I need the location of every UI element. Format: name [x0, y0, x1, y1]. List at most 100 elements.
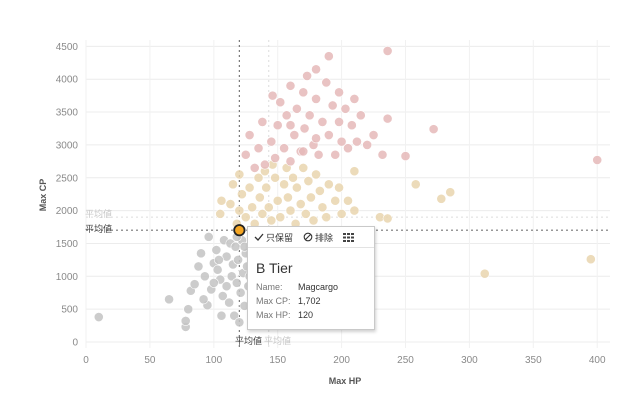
- data-point[interactable]: [288, 172, 298, 183]
- data-point[interactable]: [253, 172, 264, 183]
- data-point[interactable]: [270, 153, 281, 163]
- data-point[interactable]: [346, 120, 357, 131]
- data-point[interactable]: [349, 94, 360, 104]
- data-point[interactable]: [321, 212, 332, 223]
- data-point[interactable]: [330, 149, 341, 160]
- data-point[interactable]: [257, 208, 268, 219]
- data-point[interactable]: [321, 77, 332, 88]
- data-point[interactable]: [225, 199, 236, 209]
- data-point[interactable]: [377, 149, 388, 160]
- data-point[interactable]: [235, 287, 246, 298]
- data-point[interactable]: [267, 90, 278, 101]
- data-point[interactable]: [311, 64, 321, 75]
- data-point[interactable]: [279, 179, 289, 190]
- data-point[interactable]: [285, 156, 296, 167]
- data-point[interactable]: [193, 261, 204, 272]
- data-point[interactable]: [349, 205, 360, 216]
- data-point[interactable]: [261, 182, 272, 193]
- view-data-button[interactable]: [337, 232, 358, 242]
- data-point[interactable]: [428, 124, 439, 135]
- data-point[interactable]: [164, 294, 174, 305]
- data-point[interactable]: [266, 215, 277, 226]
- data-point[interactable]: [214, 254, 224, 265]
- selected-data-point[interactable]: [233, 224, 246, 237]
- data-point[interactable]: [343, 143, 353, 154]
- data-point[interactable]: [327, 100, 338, 111]
- data-point[interactable]: [93, 312, 104, 322]
- data-point[interactable]: [304, 110, 315, 121]
- data-point[interactable]: [382, 113, 393, 124]
- data-point[interactable]: [216, 310, 227, 321]
- data-point[interactable]: [260, 159, 270, 170]
- data-point[interactable]: [285, 205, 296, 216]
- data-point[interactable]: [311, 94, 321, 104]
- data-point[interactable]: [479, 268, 490, 279]
- data-point[interactable]: [253, 143, 264, 154]
- data-point[interactable]: [240, 212, 251, 223]
- data-point[interactable]: [298, 146, 309, 157]
- data-point[interactable]: [298, 87, 309, 98]
- data-point[interactable]: [215, 208, 226, 219]
- data-point[interactable]: [234, 205, 245, 216]
- data-point[interactable]: [189, 279, 200, 290]
- data-point[interactable]: [199, 271, 210, 282]
- data-point[interactable]: [272, 120, 283, 131]
- data-point[interactable]: [311, 133, 321, 144]
- data-point[interactable]: [263, 202, 274, 213]
- data-point[interactable]: [368, 130, 379, 140]
- data-point[interactable]: [247, 202, 258, 213]
- data-point[interactable]: [303, 176, 314, 186]
- exclude-button[interactable]: 排除: [297, 231, 337, 244]
- data-point[interactable]: [295, 199, 306, 209]
- data-point[interactable]: [585, 254, 596, 265]
- data-point[interactable]: [291, 182, 302, 193]
- data-point[interactable]: [226, 271, 237, 282]
- data-point[interactable]: [445, 187, 456, 198]
- data-point[interactable]: [382, 46, 393, 56]
- data-point[interactable]: [343, 195, 353, 206]
- data-point[interactable]: [254, 192, 265, 203]
- data-point[interactable]: [233, 254, 243, 265]
- data-point[interactable]: [216, 195, 227, 206]
- data-point[interactable]: [212, 264, 223, 275]
- data-point[interactable]: [334, 87, 344, 98]
- data-point[interactable]: [352, 136, 362, 147]
- data-point[interactable]: [592, 155, 603, 165]
- data-point[interactable]: [300, 208, 311, 219]
- keep-only-button[interactable]: 只保留: [248, 231, 297, 244]
- data-point[interactable]: [317, 202, 328, 213]
- data-point[interactable]: [302, 71, 313, 81]
- data-point[interactable]: [285, 80, 296, 91]
- data-point[interactable]: [298, 162, 309, 173]
- data-point[interactable]: [203, 231, 214, 242]
- data-point[interactable]: [334, 182, 344, 193]
- data-point[interactable]: [323, 51, 334, 62]
- data-point[interactable]: [221, 281, 232, 292]
- data-point[interactable]: [314, 185, 325, 196]
- data-point[interactable]: [249, 162, 260, 173]
- data-point[interactable]: [400, 151, 411, 161]
- data-point[interactable]: [313, 149, 324, 160]
- data-point[interactable]: [217, 291, 228, 301]
- data-point[interactable]: [311, 169, 321, 180]
- data-point[interactable]: [208, 277, 219, 288]
- data-point[interactable]: [323, 179, 334, 190]
- data-point[interactable]: [349, 166, 360, 177]
- data-point[interactable]: [196, 248, 206, 259]
- data-point[interactable]: [340, 103, 351, 114]
- data-point[interactable]: [285, 120, 296, 131]
- data-point[interactable]: [291, 103, 302, 114]
- data-point[interactable]: [410, 179, 421, 190]
- data-point[interactable]: [244, 130, 255, 140]
- data-point[interactable]: [283, 192, 293, 203]
- data-point[interactable]: [234, 169, 245, 180]
- data-point[interactable]: [336, 208, 347, 219]
- data-point[interactable]: [299, 123, 310, 134]
- data-point[interactable]: [229, 310, 240, 321]
- data-point[interactable]: [275, 97, 286, 108]
- data-point[interactable]: [244, 182, 255, 193]
- data-point[interactable]: [228, 179, 238, 190]
- data-point[interactable]: [336, 136, 347, 147]
- data-point[interactable]: [234, 317, 245, 328]
